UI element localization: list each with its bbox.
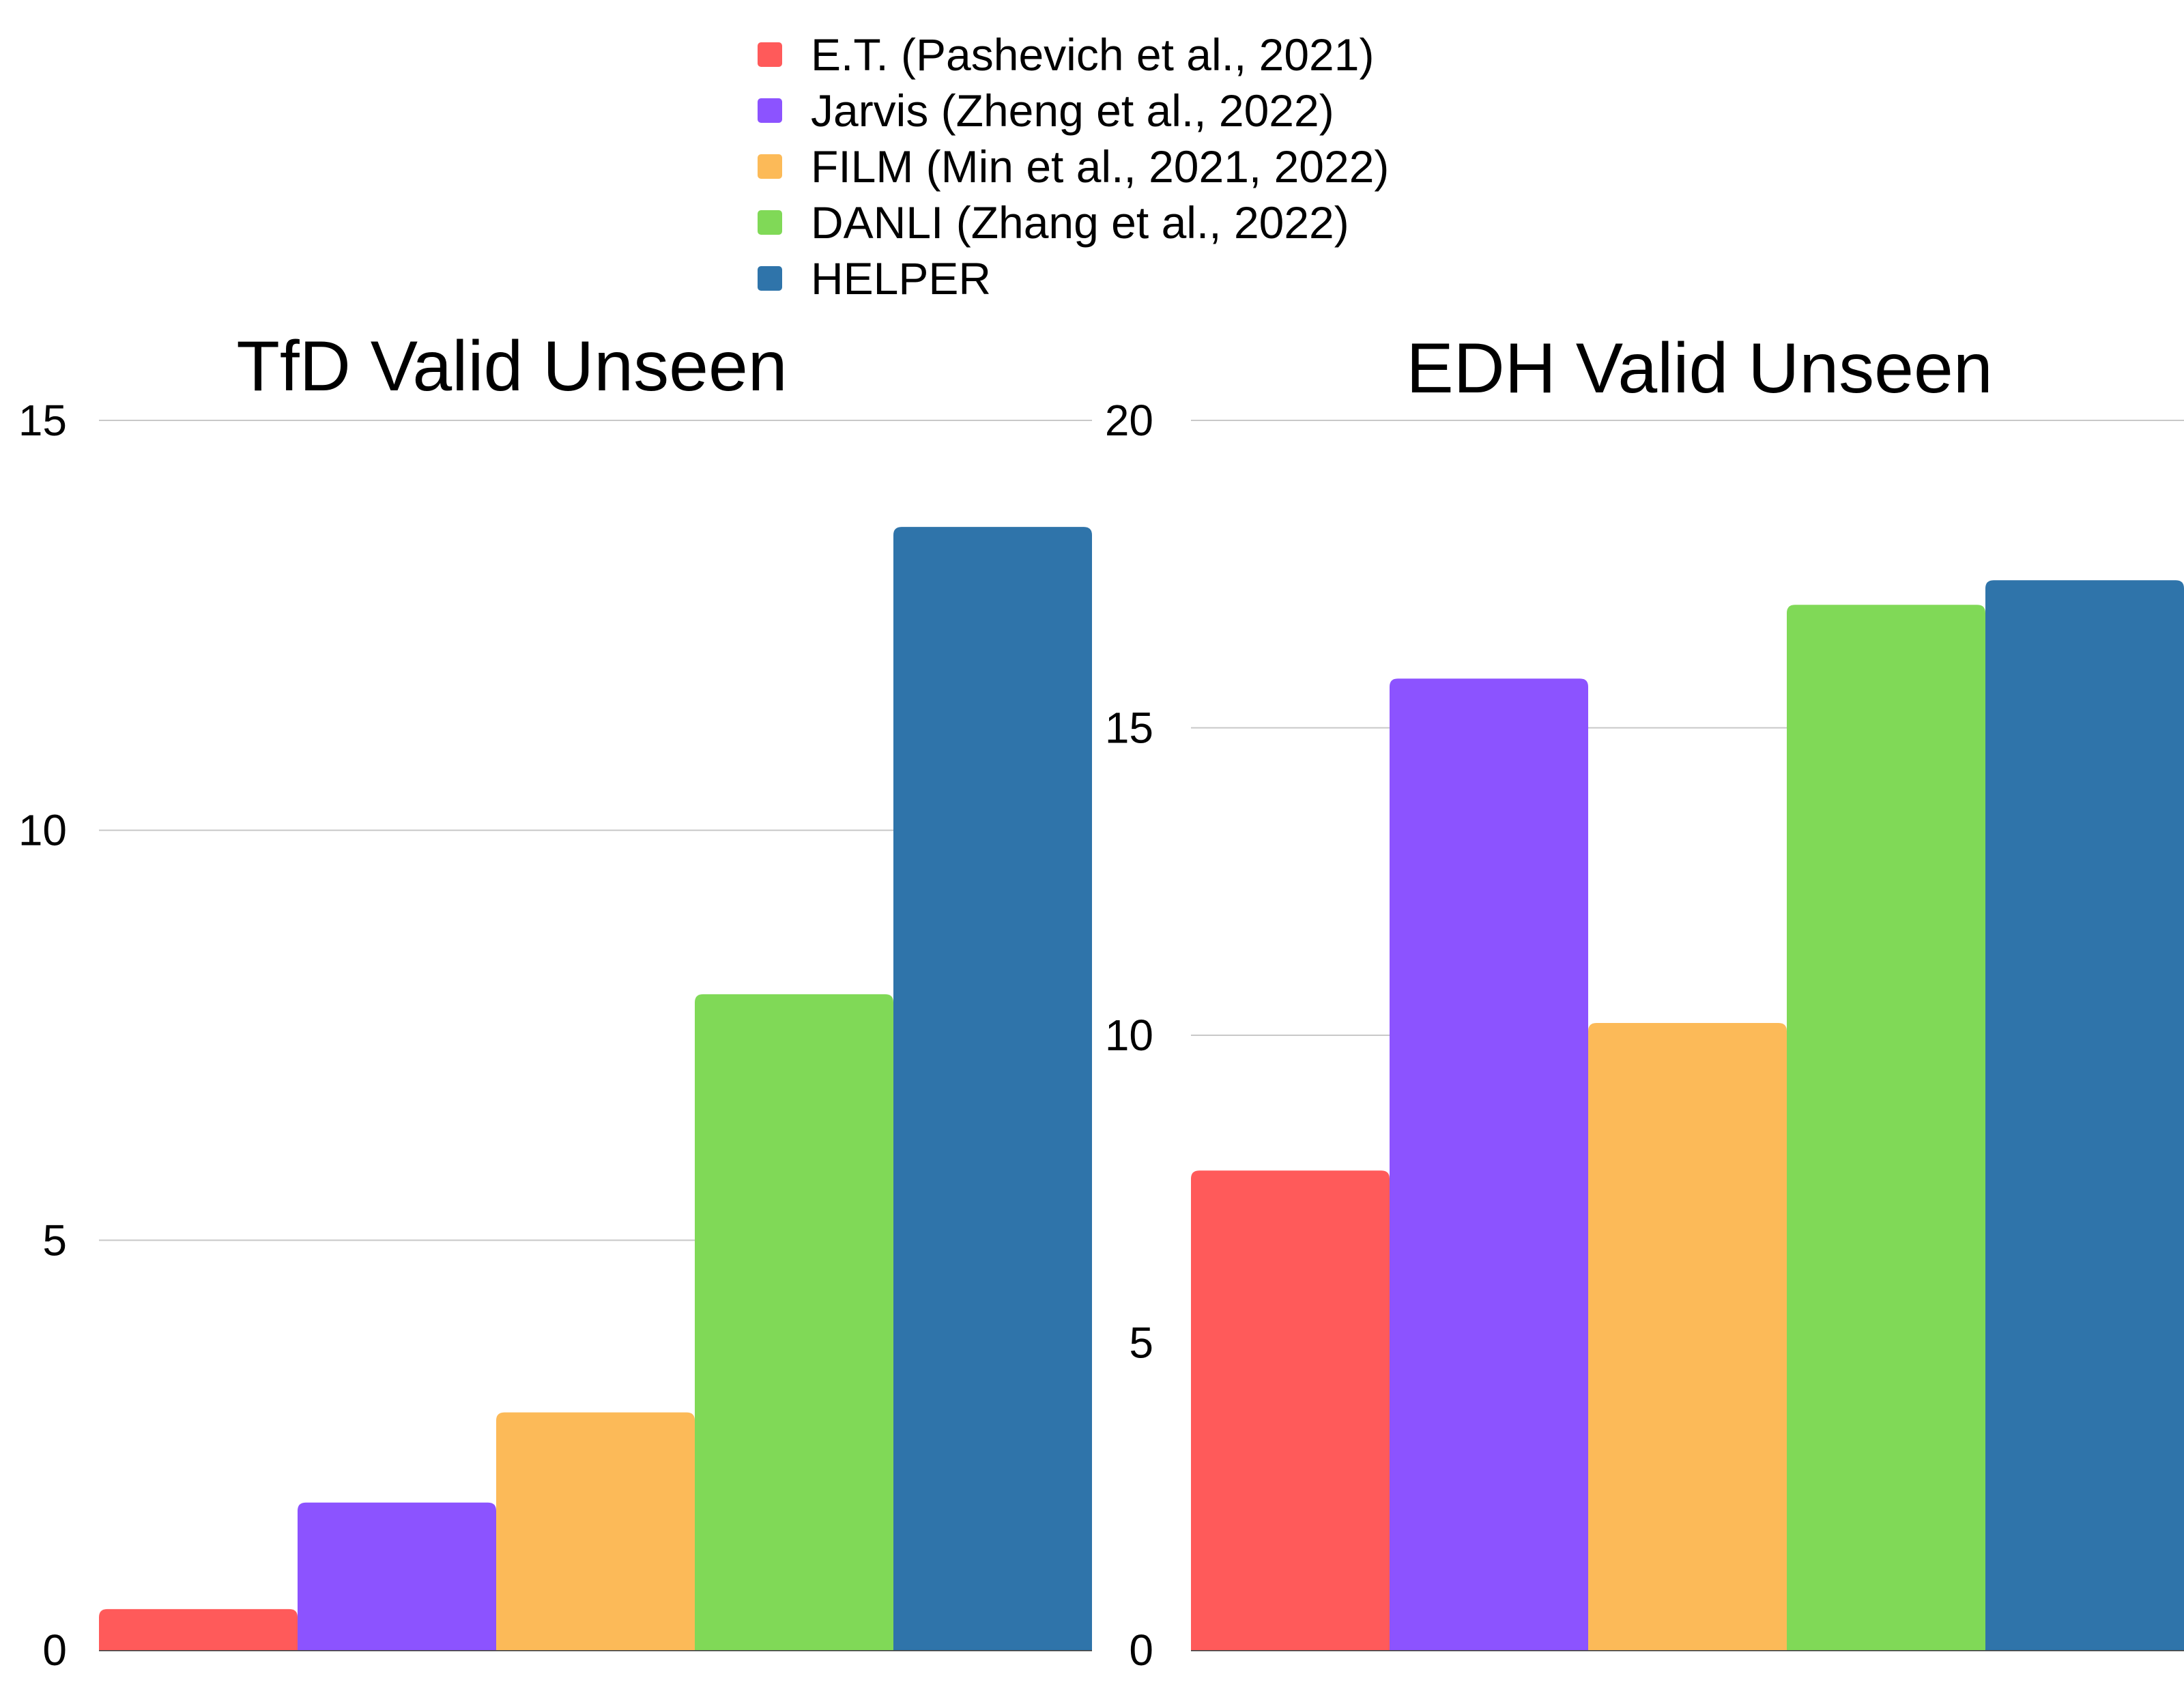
legend-swatch-jarvis [758, 98, 782, 123]
edh-chart-panel: EDH Valid Unseen 0 5 10 15 20 [1105, 329, 2184, 1675]
tfd-y-tick-label-3: 15 [18, 396, 67, 445]
legend-swatch-film [758, 154, 782, 179]
edh-y-tick-label-3: 15 [1105, 704, 1153, 753]
tfd-bar-2 [496, 1412, 695, 1650]
legend-item-helper: HELPER [758, 251, 991, 306]
tfd-bar-0 [99, 1609, 298, 1650]
legend-item-danli: DANLI (Zhang et al., 2022) [758, 195, 1349, 250]
legend-item-jarvis: Jarvis (Zheng et al., 2022) [758, 83, 1334, 138]
legend-label-film: FILM (Min et al., 2021, 2022) [811, 141, 1390, 192]
edh-y-tick-label-2: 10 [1105, 1011, 1153, 1060]
edh-bar-1 [1390, 678, 1588, 1651]
edh-bar-2 [1588, 1022, 1787, 1650]
legend-item-film: FILM (Min et al., 2021, 2022) [758, 139, 1389, 194]
legend-label-helper: HELPER [811, 253, 992, 304]
tfd-chart-title: TfD Valid Unseen [236, 327, 787, 406]
tfd-bar-3 [695, 994, 893, 1650]
tfd-y-tick-label-1: 5 [42, 1215, 67, 1265]
edh-bar-4 [1985, 580, 2184, 1650]
legend: E.T. (Pashevich et al., 2021) Jarvis (Zh… [758, 27, 1508, 304]
legend-item-et: E.T. (Pashevich et al., 2021) [758, 27, 1374, 82]
tfd-y-tick-label-2: 10 [18, 806, 67, 855]
tfd-bar-4 [893, 527, 1092, 1650]
legend-swatch-helper [758, 266, 782, 291]
edh-y-tick-label-4: 20 [1105, 396, 1153, 445]
tfd-bar-1 [298, 1502, 496, 1650]
legend-label-et: E.T. (Pashevich et al., 2021) [811, 29, 1375, 80]
legend-swatch-danli [758, 210, 782, 235]
edh-y-tick-label-1: 5 [1129, 1318, 1153, 1368]
legend-label-danli: DANLI (Zhang et al., 2022) [811, 197, 1349, 248]
edh-bar-0 [1191, 1170, 1390, 1650]
edh-y-tick-label-0: 0 [1129, 1626, 1153, 1675]
legend-label-jarvis: Jarvis (Zheng et al., 2022) [811, 85, 1334, 136]
edh-bar-3 [1787, 605, 1985, 1650]
tfd-chart-panel: TfD Valid Unseen 0 5 10 15 [18, 327, 1092, 1675]
tfd-y-tick-label-0: 0 [42, 1626, 67, 1675]
edh-chart-title: EDH Valid Unseen [1406, 329, 1992, 408]
legend-swatch-et [758, 42, 782, 67]
